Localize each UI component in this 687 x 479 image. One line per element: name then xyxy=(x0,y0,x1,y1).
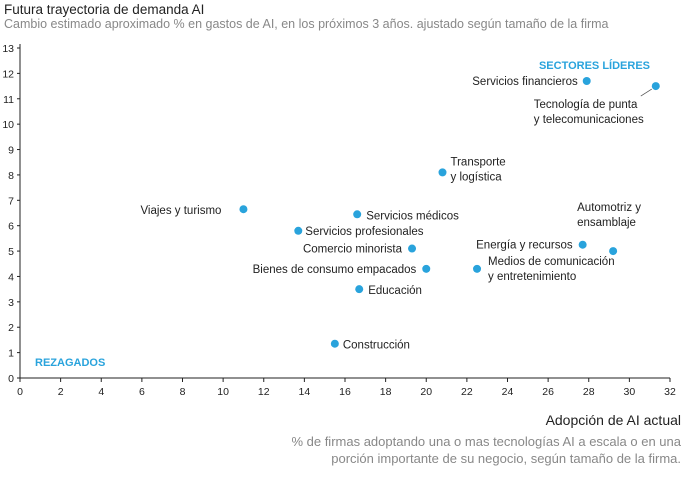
data-point xyxy=(609,247,618,256)
data-point-label: Energía y recursos xyxy=(476,240,573,252)
y-tick-label: 11 xyxy=(3,94,14,106)
x-tick-label: 4 xyxy=(98,386,104,398)
y-tick-label: 9 xyxy=(8,145,14,157)
annotation-laggards: REZAGADOS xyxy=(35,357,105,369)
data-point-label: Educación xyxy=(368,285,422,297)
x-tick-label: 6 xyxy=(139,386,145,398)
data-point-label: y telecomunicaciones xyxy=(534,114,644,126)
data-point-label: Servicios médicos xyxy=(366,210,459,222)
chart-title: Futura trayectoria de demanda AI xyxy=(4,2,205,17)
x-tick-label: 26 xyxy=(542,386,554,398)
y-tick-label: 3 xyxy=(8,297,14,309)
x-tick-label: 12 xyxy=(258,386,270,398)
data-point-label: Comercio minorista xyxy=(303,244,403,256)
x-tick-label: 24 xyxy=(502,386,514,398)
x-tick-label: 22 xyxy=(461,386,473,398)
data-point-label: Transporte xyxy=(451,156,506,168)
y-tick-label: 1 xyxy=(8,348,14,360)
x-axis-sublabel: % de firmas adoptando una o mas tecnolog… xyxy=(291,434,681,466)
x-tick-label: 28 xyxy=(583,386,595,398)
data-point xyxy=(330,339,339,348)
data-point xyxy=(408,244,417,253)
x-tick-label: 18 xyxy=(380,386,392,398)
chart-subtitle: Cambio estimado aproximado % en gastos d… xyxy=(4,17,609,31)
data-point-label: Tecnología de punta xyxy=(534,99,638,111)
annotation-leaders: SECTORES LÍDERES xyxy=(539,59,650,72)
data-point xyxy=(582,77,591,85)
x-tick-label: 10 xyxy=(217,386,229,398)
x-tick-label: 2 xyxy=(58,386,64,398)
data-point-label: ensamblaje xyxy=(577,217,636,229)
data-point xyxy=(239,205,248,214)
data-point xyxy=(473,264,482,273)
data-point-label: Construcción xyxy=(343,340,410,352)
data-point-label: Viajes y turismo xyxy=(140,205,221,217)
data-point xyxy=(651,82,660,91)
x-tick-label: 30 xyxy=(624,386,636,398)
data-point-label: Bienes de consumo empacados xyxy=(253,264,417,276)
data-point xyxy=(294,226,303,235)
y-tick-label: 6 xyxy=(8,221,14,233)
data-point-label: Servicios profesionales xyxy=(305,226,424,238)
data-point xyxy=(355,285,364,294)
y-tick-label: 4 xyxy=(8,271,14,283)
x-tick-label: 8 xyxy=(180,386,186,398)
y-tick-label: 2 xyxy=(8,322,14,334)
data-point-label: Servicios financieros xyxy=(472,76,578,88)
data-point-label: Medios de comunicación xyxy=(488,256,615,268)
x-tick-label: 32 xyxy=(664,386,676,398)
x-tick-label: 0 xyxy=(17,386,23,398)
x-axis-label: Adopción de AI actual xyxy=(545,412,681,428)
data-point xyxy=(578,240,587,249)
x-tick-label: 16 xyxy=(339,386,351,398)
label-leader-line xyxy=(640,88,652,97)
data-point-label: y entretenimiento xyxy=(488,271,576,283)
x-tick-label: 14 xyxy=(299,386,311,398)
y-tick-label: 5 xyxy=(8,246,14,258)
data-point xyxy=(422,264,431,273)
y-tick-label: 0 xyxy=(8,373,14,385)
y-tick-label: 13 xyxy=(2,43,14,55)
y-tick-label: 8 xyxy=(8,170,14,182)
x-tick-label: 20 xyxy=(420,386,432,398)
y-tick-label: 12 xyxy=(2,68,14,80)
data-point xyxy=(438,168,447,177)
y-tick-label: 10 xyxy=(2,119,14,131)
data-point-label: y logística xyxy=(451,171,503,183)
y-tick-label: 7 xyxy=(8,195,14,207)
data-point xyxy=(353,210,362,219)
data-point-label: Automotriz y xyxy=(577,202,641,214)
